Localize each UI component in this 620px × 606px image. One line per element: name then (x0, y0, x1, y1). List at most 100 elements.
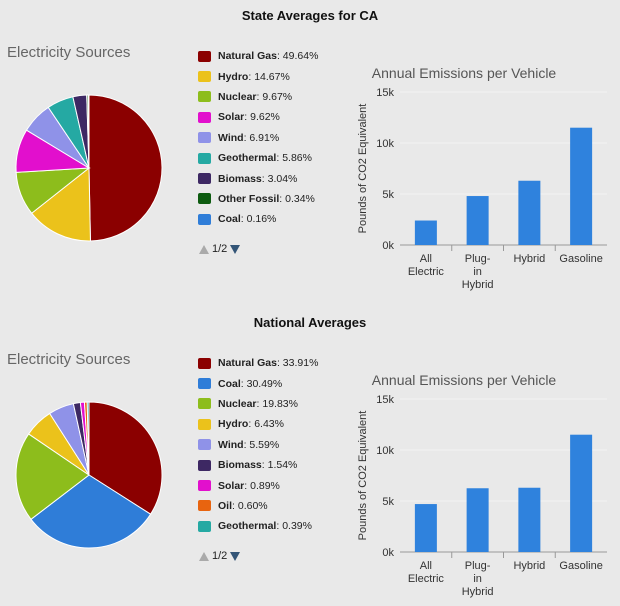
electricity-sources-pie-chart (15, 94, 163, 242)
legend-item[interactable]: Wind: 6.91% (198, 128, 368, 148)
legend-item[interactable]: Solar: 9.62% (198, 107, 368, 127)
legend-label: Oil (218, 499, 233, 512)
legend-label: Nuclear (218, 397, 257, 410)
legend-item[interactable]: Oil: 0.60% (198, 496, 368, 516)
legend-label: Geothermal (218, 152, 277, 165)
legend-item[interactable]: Geothermal: 5.86% (198, 148, 368, 168)
y-axis-label: Pounds of CO2 Equivalent (357, 411, 369, 541)
x-tick-label: Hybrid (513, 253, 545, 265)
bar[interactable] (570, 127, 593, 245)
pager-down-arrow-icon[interactable] (230, 551, 241, 561)
section-title: National Averages (253, 315, 367, 330)
legend-swatch (198, 500, 211, 512)
legend-value: 33.91% (282, 357, 319, 370)
x-tick-label: All (420, 253, 432, 265)
legend-swatch (198, 111, 211, 123)
legend-item[interactable]: Biomass: 1.54% (198, 455, 368, 475)
pie-slice-geothermal[interactable] (86, 401, 90, 476)
legend-swatch (198, 91, 211, 103)
bar[interactable] (466, 488, 489, 552)
legend-value: 0.89% (250, 479, 280, 492)
bar[interactable] (518, 487, 541, 552)
legend-label: Hydro (218, 418, 249, 431)
pager-down-arrow-icon[interactable] (230, 244, 241, 254)
bar[interactable] (414, 504, 437, 552)
legend-swatch (198, 213, 211, 225)
legend-value: 30.49% (246, 377, 283, 390)
pie-slice-nuclear[interactable] (15, 433, 90, 521)
pie-slice-coal[interactable] (87, 94, 90, 169)
pie-chart-title: Electricity Sources (7, 44, 131, 61)
legend-separator: : (248, 418, 255, 431)
legend-item[interactable]: Solar: 0.89% (198, 475, 368, 495)
bar[interactable] (518, 180, 541, 245)
x-tick-label: Gasoline (559, 253, 602, 265)
bar[interactable] (570, 434, 593, 552)
legend-value: 0.60% (237, 499, 268, 512)
legend-item[interactable]: Geothermal: 0.39% (198, 516, 368, 536)
legend-item[interactable]: Biomass: 3.04% (198, 168, 368, 188)
legend-value: 0.39% (282, 520, 312, 533)
legend-pager: 1/2 (199, 243, 241, 255)
section-title: State Averages for CA (241, 8, 379, 23)
pager-label: 1/2 (212, 243, 228, 255)
legend-value: 19.83% (262, 397, 298, 410)
x-tick-label: Hybrid (462, 586, 494, 598)
x-tick-label: Hybrid (462, 279, 494, 291)
legend-swatch (198, 398, 211, 410)
bar[interactable] (414, 220, 437, 245)
legend-value: 3.04% (267, 172, 298, 185)
legend-value: 9.62% (250, 111, 280, 124)
legend-label: Nuclear (218, 90, 257, 103)
legend-item[interactable]: Natural Gas: 49.64% (198, 46, 368, 66)
bar-chart-title: Annual Emissions per Vehicle (372, 65, 557, 81)
legend-item[interactable]: Nuclear: 9.67% (198, 87, 368, 107)
legend-swatch (198, 173, 211, 185)
legend-item[interactable]: Other Fossil: 0.34% (198, 189, 368, 209)
pie-legend: Natural Gas: 49.64% Hydro: 14.67% Nuclear:… (198, 46, 368, 230)
legend-label: Biomass (218, 172, 262, 185)
pie-slice-hydro[interactable] (30, 166, 91, 242)
legend-separator: : (279, 192, 286, 205)
legend-value: 0.16% (246, 213, 277, 226)
legend-item[interactable]: Wind: 5.59% (198, 435, 368, 455)
legend-swatch (198, 193, 211, 205)
y-tick-label: 10k (376, 445, 394, 457)
legend-separator: : (276, 520, 283, 533)
legend-label: Wind (218, 131, 244, 144)
bar[interactable] (466, 196, 489, 245)
legend-item[interactable]: Hydro: 6.43% (198, 414, 368, 434)
legend-value: 14.67% (254, 70, 290, 83)
legend-item[interactable]: Nuclear: 19.83% (198, 394, 368, 414)
x-tick-label: Gasoline (559, 560, 602, 572)
y-tick-label: 5k (382, 496, 394, 508)
emissions-bar-chart: Annual Emissions per Vehicle Pounds of CO… (357, 65, 607, 291)
legend-separator: : (261, 172, 268, 185)
x-tick-label: Plug- (465, 560, 491, 572)
pager-up-arrow-icon[interactable] (199, 244, 209, 254)
legend-item[interactable]: Natural Gas: 33.91% (198, 353, 368, 373)
legend-item[interactable]: Coal: 0.16% (198, 209, 368, 229)
legend-label: Biomass (218, 459, 262, 472)
pager-up-arrow-icon[interactable] (199, 551, 209, 561)
pie-slice-coal[interactable] (30, 474, 152, 549)
legend-separator: : (276, 152, 283, 165)
legend-label: Solar (218, 111, 245, 124)
legend-item[interactable]: Coal: 30.49% (198, 373, 368, 393)
y-tick-label: 15k (376, 394, 394, 406)
y-tick-label: 0k (382, 547, 394, 559)
legend-swatch (198, 132, 211, 144)
x-tick-label: All (420, 560, 432, 572)
pie-slice-natural-gas[interactable] (88, 94, 163, 242)
pie-legend: Natural Gas: 33.91% Coal: 30.49% Nuclear: … (198, 353, 368, 537)
legend-value: 49.64% (282, 50, 319, 63)
legend-label: Coal (218, 213, 241, 226)
legend-pager: 1/2 (199, 550, 241, 562)
legend-separator: : (256, 397, 263, 410)
legend-label: Wind (218, 438, 244, 451)
legend-label: Coal (218, 377, 241, 390)
x-tick-label: in (473, 266, 482, 278)
y-tick-label: 5k (382, 189, 394, 201)
legend-item[interactable]: Hydro: 14.67% (198, 66, 368, 86)
legend-separator: : (248, 70, 255, 83)
